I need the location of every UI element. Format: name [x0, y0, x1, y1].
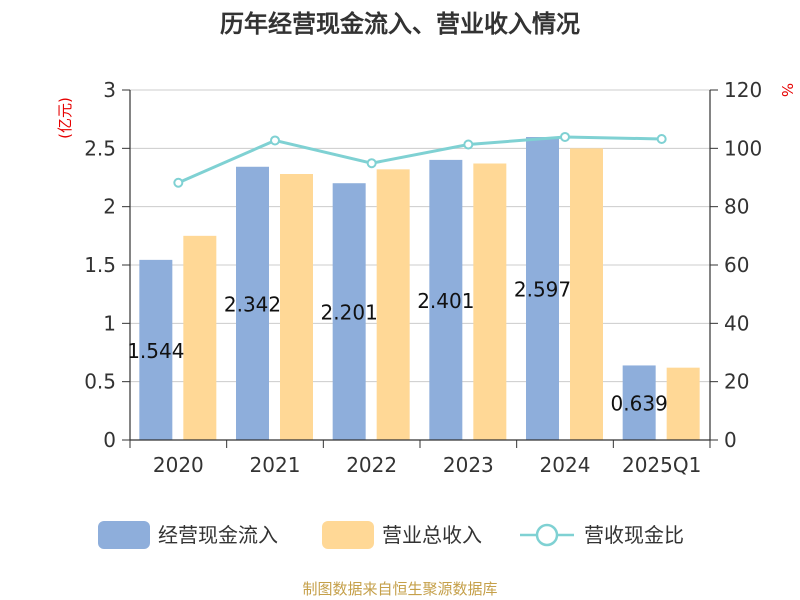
bar-cash-inflow: [332, 183, 366, 440]
legend-label: 营收现金比: [584, 523, 684, 547]
ratio-point: [173, 177, 184, 188]
source-note: 制图数据来自恒生聚源数据库: [302, 580, 497, 598]
bar-cash-inflow: [526, 137, 559, 440]
x-tick-label: 2020: [153, 453, 204, 477]
data-label: 2.201: [321, 301, 378, 325]
line-series-group: [173, 131, 667, 188]
y-left-tick-label: 2: [103, 195, 116, 219]
axes-group: 0 0.5 1 1.5 2 2.5 3 0 20 40 60 80 100 120 (亿元)% 2020 202…: [56, 78, 796, 477]
bar-revenue: [473, 163, 507, 440]
bar-revenue: [183, 235, 217, 440]
y-left-tick-label: 0: [103, 428, 116, 452]
y-right-tick-label: 120: [724, 78, 762, 102]
ratio-point: [270, 135, 280, 146]
legend-swatch-revenue: [322, 521, 374, 549]
legend-label: 经营现金流入: [158, 523, 278, 547]
x-tick-label: 2024: [540, 453, 591, 477]
legend-label: 营业总收入: [382, 523, 482, 547]
y-right-unit: %: [778, 83, 796, 97]
bar-cash-inflow: [429, 159, 463, 440]
data-label: 2.342: [224, 292, 281, 316]
y-left-unit: (亿元): [56, 97, 74, 139]
y-left-tick-label: 1.5: [84, 253, 116, 277]
bar-revenue: [570, 148, 603, 441]
legend-swatch-cash-inflow: [98, 521, 150, 549]
legend-marker-ratio: [535, 523, 559, 547]
y-right-tick-label: 80: [724, 195, 749, 219]
data-label: 0.639: [611, 392, 668, 416]
y-right-tick-label: 60: [724, 253, 749, 277]
ratio-line: [177, 135, 662, 185]
bar-cash-inflow: [622, 365, 656, 440]
bar-revenue: [666, 367, 700, 440]
bars-group: [139, 137, 700, 441]
y-right-tick-label: 20: [724, 370, 749, 394]
bar-cash-inflow: [139, 259, 173, 440]
ratio-point: [366, 158, 377, 169]
y-right-tick-label: 100: [724, 136, 762, 160]
ratio-point: [463, 139, 474, 150]
y-left-tick-label: 0.5: [84, 370, 116, 394]
bar-cash-inflow: [236, 166, 269, 440]
y-right-tick-label: 0: [724, 428, 737, 452]
x-tick-label: 2022: [346, 453, 397, 477]
data-label: 2.401: [417, 289, 474, 313]
ratio-point: [656, 134, 667, 144]
y-left-tick-label: 2.5: [84, 136, 116, 160]
bar-revenue: [280, 174, 313, 440]
y-left-tick-label: 1: [103, 311, 116, 335]
x-tick-label: 2021: [250, 453, 301, 477]
data-labels-group: 1.544 2.342 2.201 2.401 2.597 0.639: [127, 278, 668, 416]
ratio-point: [560, 131, 570, 142]
x-tick-label: 2025Q1: [622, 453, 701, 477]
x-tick-label: 2023: [443, 453, 494, 477]
y-right-tick-label: 40: [724, 311, 749, 335]
chart-title: 历年经营现金流入、营业收入情况: [220, 10, 580, 38]
y-left-tick-label: 3: [103, 78, 116, 102]
gridlines: [130, 89, 710, 383]
data-label: 2.597: [514, 278, 571, 302]
legend: 经营现金流入 营业总收入 营收现金比: [98, 521, 684, 549]
bar-revenue: [376, 169, 410, 441]
data-label: 1.544: [127, 339, 184, 363]
